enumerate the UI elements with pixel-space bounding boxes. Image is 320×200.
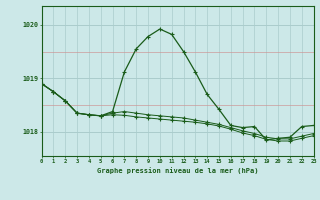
X-axis label: Graphe pression niveau de la mer (hPa): Graphe pression niveau de la mer (hPa) xyxy=(97,167,258,174)
